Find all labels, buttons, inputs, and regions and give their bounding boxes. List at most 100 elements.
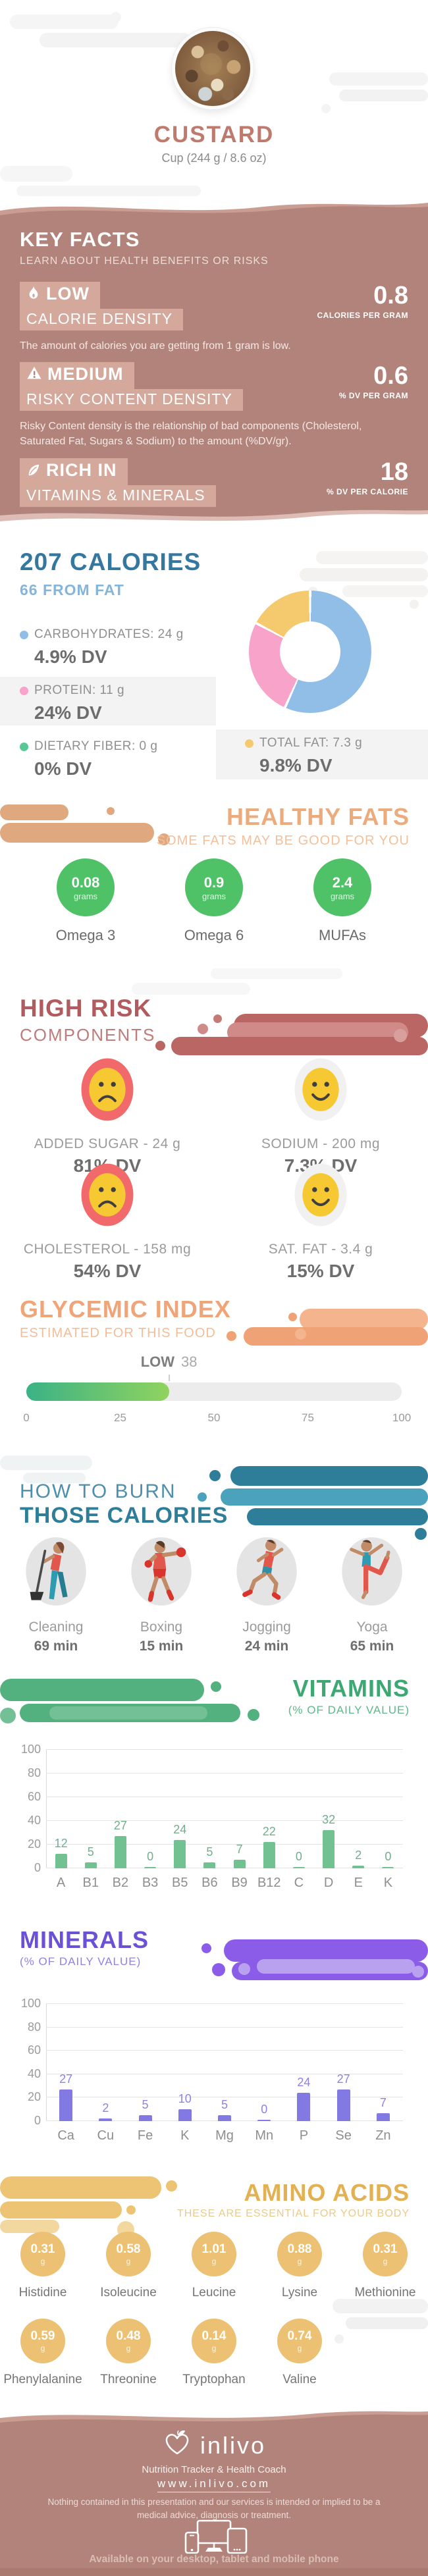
healthy-fats-section: HEALTHY FATS SOME FATS MAY BE GOOD FOR Y… [0,803,428,997]
legend-stripe [0,677,216,725]
gridline [46,2026,403,2028]
bar-value-label: 27 [336,2072,350,2086]
decorative-blob [334,2334,344,2344]
fact-value-block: 18 % DV PER CALORIE [327,460,408,496]
bar-value-label: 22 [262,1825,276,1839]
amino-circle: 0.48 g [103,2316,155,2363]
x-tick-label: C [294,1876,304,1890]
amino-item: 0.59 g Phenylalanine [0,2316,86,2387]
leaf-icon [26,462,41,482]
vitamins-section: VITAMINS (% OF DAILY VALUE) 0 20 40 60 80 100… [0,1672,428,1922]
bar-value-label: 24 [173,1822,187,1836]
amino-name: Histidine [18,2286,67,2300]
glycemic-label: LOW [140,1354,175,1370]
x-tick-label: P [299,2128,309,2143]
bar-B9 [233,1860,246,1868]
activity-duration: 69 min [34,1639,78,1654]
y-tick-label: 60 [27,2043,41,2057]
amino-item: 1.01 g Leucine [171,2229,257,2300]
bar-Cu [99,2118,113,2121]
amino-item: 0.31 g Histidine [0,2229,86,2300]
bar-value-label: 27 [113,1819,127,1833]
yoga-icon [340,1536,404,1610]
x-tick-label: B9 [231,1876,248,1890]
activity-item: Boxing 15 min [112,1536,211,1654]
boxing-icon [130,1536,193,1610]
amino-circle: 1.01 g [188,2229,241,2276]
footer-section: inlivo Nutrition Tracker & Health Coach … [0,2406,428,2576]
fact-level: LOW [46,284,90,303]
scale-tick-label: 75 [302,1411,314,1424]
bar-value-label: 5 [221,2098,228,2112]
decorative-blob [0,166,72,182]
amino-item: 0.88 g Lysine [257,2229,342,2300]
bar-value-label: 32 [322,1813,336,1827]
amino-unit: g [126,2344,131,2353]
amino-acids-section: AMINO ACIDS THESE ARE ESSENTIAL FOR YOUR… [0,2176,428,2406]
amino-unit: g [40,2257,45,2266]
fact-level-box: MEDIUM [20,362,134,389]
website-link[interactable]: www.inlivo.com [0,2477,428,2492]
activity-duration: 24 min [244,1639,289,1654]
x-tick-label: Mn [255,2128,274,2143]
key-facts-title: KEY FACTS [20,228,140,251]
amino-circle: 0.14 g [188,2316,241,2363]
bar-value-label: 12 [54,1837,68,1851]
bar-value-label: 5 [206,1845,213,1858]
fact-value-block: 0.6 % DV PER GRAM [339,363,408,400]
amino-row: 0.59 g Phenylalanine 0.48 g Threonine 0.14 g Try… [0,2316,428,2387]
decorative-blob [230,1466,428,1486]
fat-name: Omega 3 [55,927,116,943]
amino-circle: 0.58 g [103,2229,155,2276]
decorative-blob [126,2205,136,2215]
scale-tick-label: 50 [207,1411,221,1424]
bar-value-label: 0 [261,2103,268,2116]
y-tick-label: 20 [27,2090,41,2104]
happy-face-icon [292,1162,350,1231]
decorative-blob [333,2299,428,2313]
amino-unit: g [126,2257,131,2266]
fat-grams-value: 0.08 [71,874,100,891]
decorative-blob [107,807,115,815]
bar-K [382,1867,394,1868]
calories-from-fat: 66 FROM FAT [20,581,124,598]
gridline [46,1749,403,1750]
amino-circle: 0.31 g [360,2229,412,2276]
decorative-blob [198,1024,208,1034]
legend-dv: 0% DV [34,758,92,779]
fact-description: The amount of calories you are getting f… [20,340,291,352]
legend-dv: 4.9% DV [34,646,107,667]
decorative-blob [316,551,428,564]
healthy-fat-item: 2.4 grams MUFAs [300,856,385,944]
decorative-blob [49,1706,207,1720]
brand-name: inlivo [200,2431,267,2459]
healthy-fat-circle: 0.9 grams [181,856,248,916]
decorative-blob [410,600,419,609]
fact-level: MEDIUM [47,364,124,384]
macronutrient-donut-chart [249,591,371,713]
amino-value: 0.31 [30,2242,55,2256]
decorative-blob [339,90,428,101]
fact-level-box: RICH IN [20,458,128,485]
activity-item: Cleaning 69 min [7,1536,105,1654]
bar-B1 [84,1862,97,1868]
decorative-blob [300,568,428,581]
fact-rich-in: RICH IN VITAMINS & MINERALS 18 % DV PER … [20,458,408,507]
scale-tick-label: 25 [114,1411,126,1424]
brand-row: inlivo [0,2430,428,2461]
activity-name: Yoga [356,1619,388,1635]
glycemic-gauge-track [26,1382,402,1401]
healthy-fat-item: 0.9 grams Omega 6 [171,856,257,944]
amino-name: Leucine [192,2286,236,2300]
glycemic-scale: 0 25 50 75 100 [23,1411,411,1426]
decorative-blob [257,1959,415,1974]
bar-value-label: 10 [178,2092,192,2106]
flame-icon [26,285,41,305]
x-tick-label: Ca [57,2128,74,2143]
x-tick-label: B6 [201,1876,218,1890]
amino-unit: g [383,2257,388,2266]
x-tick-label: Se [335,2128,352,2143]
fact-value-block: 0.8 CALORIES PER GRAM [317,283,408,320]
glycemic-index-subtitle: ESTIMATED FOR THIS FOOD [20,1326,216,1340]
